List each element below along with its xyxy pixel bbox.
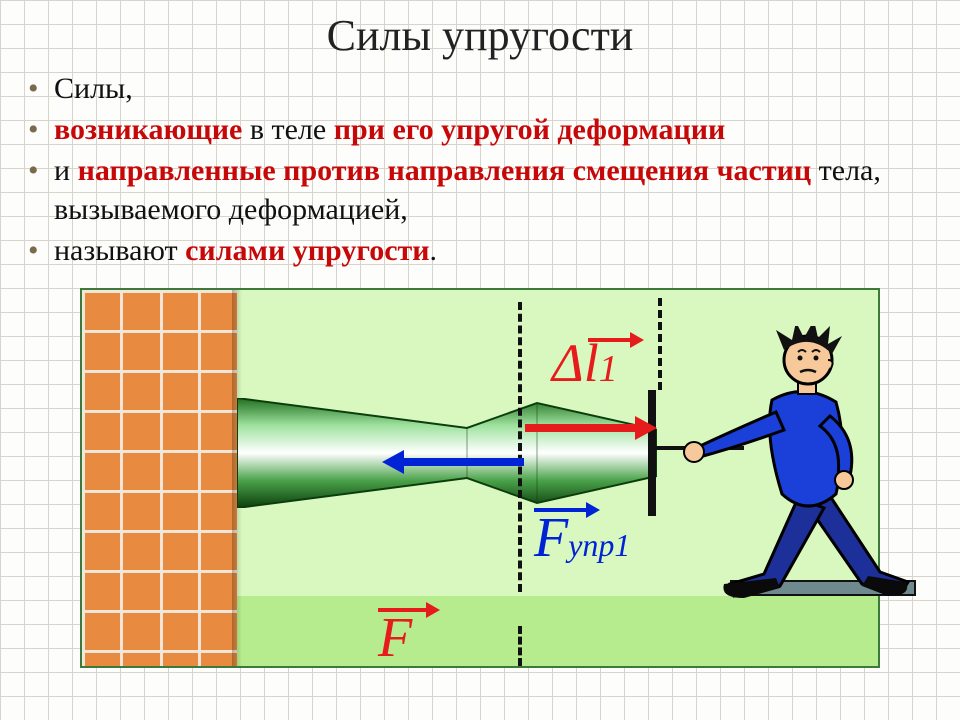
bullet-1-text: Силы, <box>54 72 133 105</box>
spring-end-plate <box>648 390 656 516</box>
bullet-4: называют силами упругости. <box>54 231 940 270</box>
label-delta-l: Δl1 <box>552 332 618 394</box>
bullet-2-text-c: при его упругой деформации <box>334 113 726 146</box>
label-f2-var: F <box>378 607 412 669</box>
bullet-2-text-a: возникающие <box>54 113 242 146</box>
bullet-2: возникающие в теле при его упругой дефор… <box>54 110 940 149</box>
slide-title: Силы упругости <box>20 10 940 61</box>
bullet-4-text-a: называют <box>54 234 185 267</box>
dashed-end-line <box>658 298 662 390</box>
label-f-bottom: F <box>378 606 412 670</box>
dashed-neutral-line <box>518 302 522 592</box>
bullet-3-text-a: и <box>54 154 78 187</box>
label-f-upr: Fупр1 <box>534 506 630 570</box>
dashed-neutral-line-bottom <box>518 626 522 666</box>
bullet-4-text-c: . <box>430 234 438 267</box>
bullet-4-text-b: силами упругости <box>185 234 429 267</box>
bullet-3: и направленные против направления смещен… <box>54 151 940 229</box>
label-f-sub: упр1 <box>568 527 630 563</box>
slide-content: Силы упругости Силы, возникающие в теле … <box>0 0 960 668</box>
diagram-panel: Δl1 Fупр1 F <box>80 288 880 668</box>
label-delta-l-delta: Δ <box>552 333 584 393</box>
elastic-spring <box>237 398 657 508</box>
person-pulling <box>680 326 912 606</box>
label-delta-l-var: l <box>584 333 599 393</box>
bullet-3-text-b: направленные против направления смещения… <box>78 154 812 187</box>
label-delta-l-sub: 1 <box>599 348 618 390</box>
brick-wall <box>82 290 237 666</box>
definition-list: Силы, возникающие в теле при его упругой… <box>20 69 940 270</box>
bullet-2-text-b: в теле <box>242 113 333 146</box>
bullet-1: Силы, <box>54 69 940 108</box>
label-f-var: F <box>534 507 568 569</box>
